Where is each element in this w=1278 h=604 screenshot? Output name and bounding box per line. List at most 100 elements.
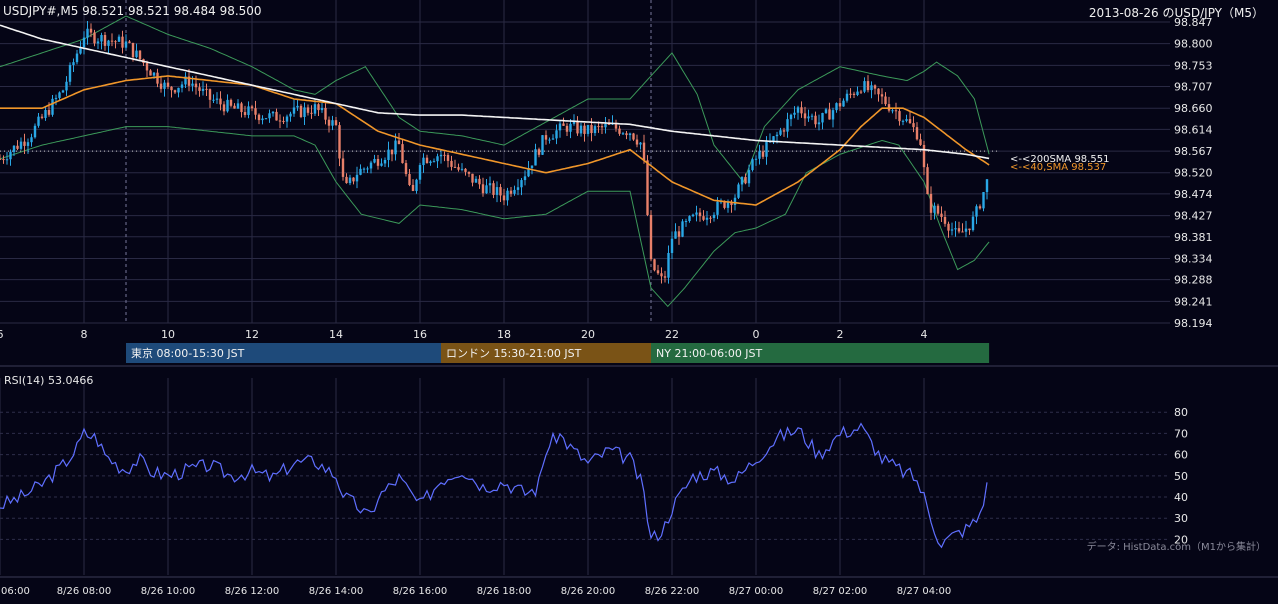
candle-body [723, 201, 726, 208]
candle-body [628, 133, 632, 136]
candle-body [961, 231, 964, 233]
candle-body [884, 96, 887, 105]
hour-tick-label: 10 [161, 328, 175, 341]
candle-body [369, 162, 373, 169]
candle-body [380, 163, 383, 166]
price-tick-label: 98.241 [1174, 295, 1213, 308]
candle-body [551, 138, 555, 140]
candle-body [82, 37, 86, 48]
candle-body [250, 106, 254, 109]
candle-body [240, 103, 243, 113]
candle-body [971, 216, 975, 231]
time-tick-label: 8/26 08:00 [57, 586, 111, 597]
candle-body [194, 83, 198, 88]
candle-body [908, 119, 912, 124]
candle-body [306, 107, 310, 113]
candle-body [632, 133, 635, 140]
candle-body [275, 111, 278, 121]
price-tick-label: 98.800 [1174, 38, 1213, 51]
time-tick-label: 8/27 00:00 [729, 586, 783, 597]
time-tick-label: 8/26 18:00 [477, 586, 531, 597]
candle-body [100, 35, 103, 42]
candle-body [614, 123, 618, 129]
time-tick-label: 8/26 20:00 [561, 586, 615, 597]
candle-body [873, 85, 877, 89]
candle-body [782, 130, 786, 132]
candle-body [457, 167, 460, 170]
price-tick-label: 98.427 [1174, 210, 1213, 223]
candle-body [576, 121, 579, 134]
candle-body [957, 228, 961, 232]
candle-body [688, 216, 691, 222]
candle-body [19, 141, 23, 149]
candle-body [44, 109, 47, 118]
candle-body [282, 121, 285, 123]
candle-body [733, 197, 737, 205]
session-bands: 東京 08:00-15:30 JST ロンドン 15:30-21:00 JST NY… [126, 343, 990, 363]
candle-body [296, 105, 299, 108]
rsi-tick-label: 30 [1174, 512, 1188, 525]
candle-body [835, 103, 838, 111]
candle-body [467, 171, 471, 174]
candle-body [600, 126, 604, 128]
candle-body [229, 99, 233, 106]
candle-body [107, 40, 110, 46]
candle-body [23, 141, 26, 146]
candle-body [506, 190, 509, 201]
hour-tick-label: 8 [81, 328, 88, 341]
rsi-label: RSI(14) 53.0466 [4, 374, 93, 387]
hour-tick-label: 14 [329, 328, 343, 341]
candle-body [824, 109, 828, 113]
sma200-line [0, 24, 990, 160]
candle-body [800, 107, 803, 114]
candle-body [898, 111, 901, 122]
candle-body [663, 276, 667, 278]
candle-body [177, 87, 180, 93]
candle-body [40, 116, 44, 118]
candle-body [502, 195, 506, 201]
candle-body [138, 50, 142, 60]
candle-body [978, 206, 982, 209]
candle-body [950, 229, 954, 231]
price-tick-label: 98.707 [1174, 81, 1213, 94]
candle-body [527, 168, 530, 177]
candle-body [320, 107, 324, 111]
gridlines [0, 0, 1170, 575]
candle-body [415, 179, 418, 191]
candle-body [555, 130, 558, 139]
candle-body [219, 98, 222, 105]
price-tick-label: 98.614 [1174, 123, 1213, 136]
candle-body [121, 36, 124, 48]
candle-body [425, 157, 429, 164]
candle-body [674, 231, 677, 239]
candle-body [163, 82, 166, 89]
hour-tick-label: 18 [497, 328, 511, 341]
candle-body [166, 82, 170, 87]
candle-body [401, 144, 404, 164]
candle-body [499, 187, 502, 196]
candle-body [338, 125, 341, 159]
candle-body [852, 93, 856, 95]
candle-body [110, 40, 114, 42]
candle-body [933, 205, 936, 213]
sma200-annotation: <-<200SMA 98.551 [1010, 154, 1109, 165]
candle-body [817, 122, 821, 125]
candle-body [565, 125, 569, 132]
candle-body [677, 231, 681, 237]
candle-body [355, 174, 359, 182]
candle-body [61, 90, 65, 93]
candle-body [656, 270, 660, 274]
candle-body [373, 158, 376, 163]
rsi-tick-label: 50 [1174, 470, 1188, 483]
candle-body [793, 112, 796, 115]
candle-body [684, 221, 688, 223]
candle-body [299, 105, 303, 117]
candle-body [215, 98, 219, 100]
candle-body [887, 104, 891, 111]
candle-body [901, 120, 905, 122]
sma40-line [0, 75, 990, 206]
candle-body [93, 32, 96, 44]
candle-body [180, 84, 184, 88]
candle-body [156, 72, 159, 84]
